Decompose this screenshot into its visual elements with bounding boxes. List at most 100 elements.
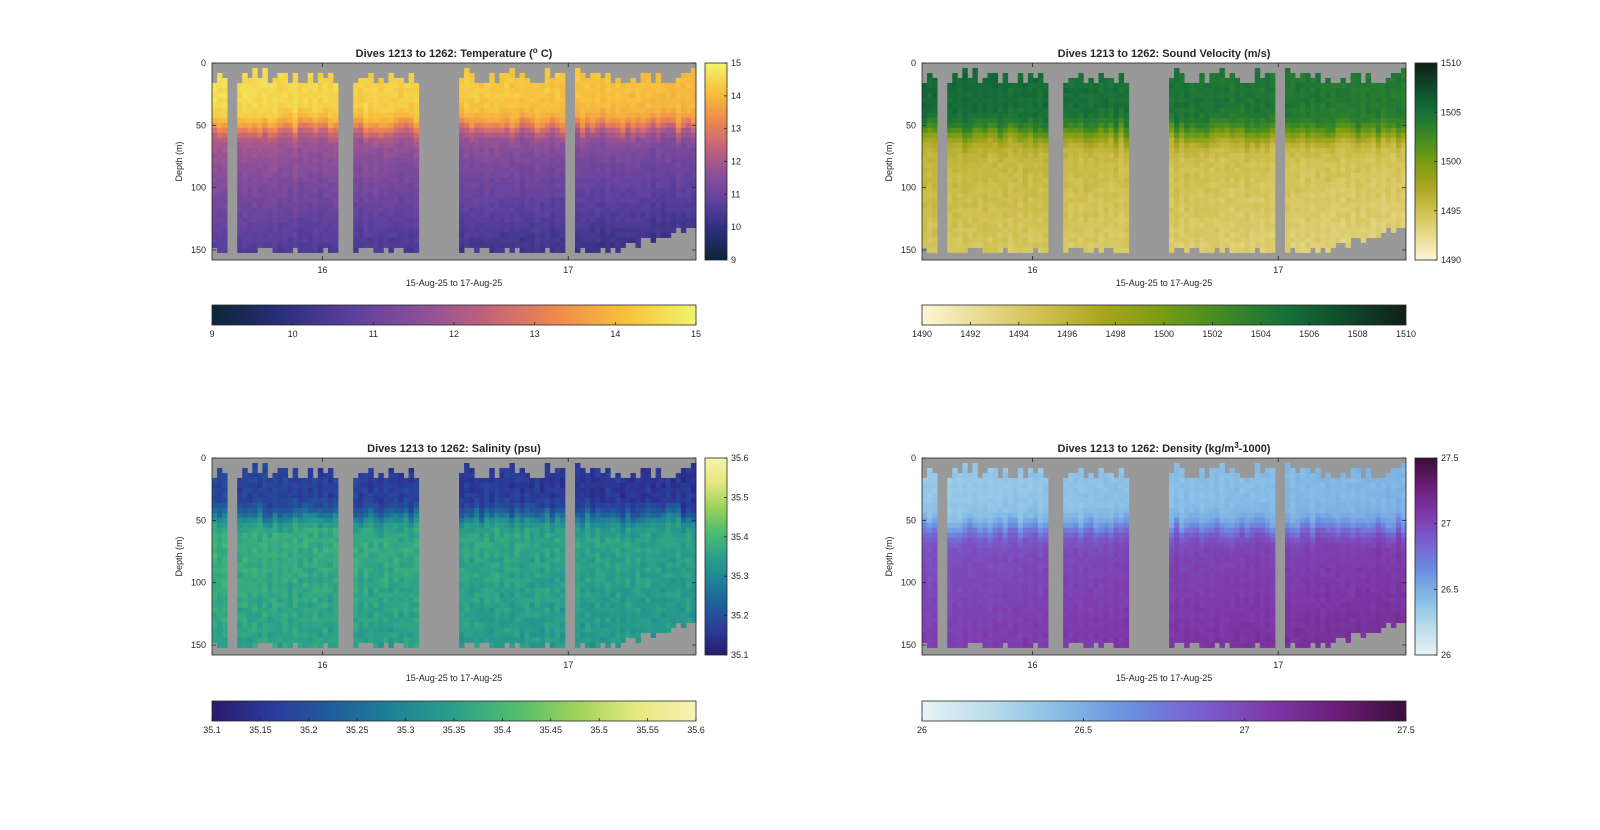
colorbar-tick-label: 9 <box>731 255 736 265</box>
colorbar-vertical <box>1414 457 1438 656</box>
colorbar-tick-label: 11 <box>731 189 740 199</box>
y-axis-label: Depth (m) <box>884 536 894 576</box>
colorbar-tick-label: 35.3 <box>731 571 749 581</box>
h-colorbar-tick-label: 13 <box>530 329 540 339</box>
axes-frame-density <box>921 457 1407 656</box>
x-tick-label: 16 <box>318 265 328 275</box>
colorbar-tick-label: 35.1 <box>731 650 749 660</box>
h-colorbar-tick-label: 12 <box>449 329 459 339</box>
colorbar-tick-label: 35.4 <box>731 532 749 542</box>
h-colorbar-tick-label: 1492 <box>960 329 980 339</box>
h-colorbar-tick-label: 35.4 <box>494 725 512 735</box>
h-colorbar-tick-label: 26.5 <box>1075 725 1093 735</box>
y-tick-label: 50 <box>196 515 206 525</box>
h-colorbar-tick-label: 35.2 <box>300 725 318 735</box>
h-colorbar-tick-label: 35.35 <box>443 725 466 735</box>
h-colorbar-tick-label: 1498 <box>1106 329 1126 339</box>
colorbar-tick-label: 12 <box>731 157 741 167</box>
y-tick-label: 0 <box>911 453 916 463</box>
heatmap-density <box>922 462 1407 648</box>
colorbar-tick-label: 1490 <box>1441 255 1461 265</box>
y-tick-label: 0 <box>201 58 206 68</box>
h-colorbar-tick-label: 35.55 <box>636 725 659 735</box>
h-colorbar-tick-label: 27.5 <box>1397 725 1415 735</box>
colorbar-tick-label: 35.6 <box>731 453 749 463</box>
y-tick-label: 100 <box>901 183 916 193</box>
colorbar-tick-label: 1500 <box>1441 157 1461 167</box>
axes-frame-salinity <box>211 457 697 656</box>
colorbar-vertical <box>704 62 728 261</box>
colorbar-tick-label: 26.5 <box>1441 584 1459 594</box>
h-colorbar-tick-label: 1494 <box>1009 329 1029 339</box>
chart-title: Dives 1213 to 1262: Density (kg/m3-1000) <box>1058 441 1271 455</box>
colorbar-tick-label: 14 <box>731 91 741 101</box>
h-colorbar-tick-label: 1496 <box>1057 329 1077 339</box>
h-colorbar-tick-label: 1502 <box>1202 329 1222 339</box>
h-colorbar-tick-label: 35.5 <box>590 725 608 735</box>
x-tick-label: 17 <box>563 265 573 275</box>
chart-title: Dives 1213 to 1262: Sound Velocity (m/s) <box>1058 48 1271 60</box>
x-tick-label: 16 <box>1028 660 1038 670</box>
h-colorbar-tick-label: 35.15 <box>249 725 272 735</box>
y-tick-label: 100 <box>901 578 916 588</box>
h-colorbar-tick-label: 1506 <box>1299 329 1319 339</box>
y-tick-label: 0 <box>911 58 916 68</box>
h-colorbar-tick-label: 1504 <box>1251 329 1271 339</box>
y-tick-label: 50 <box>906 515 916 525</box>
y-tick-label: 100 <box>191 183 206 193</box>
colorbar-tick-label: 15 <box>731 58 741 68</box>
x-axis-label: 15-Aug-25 to 17-Aug-25 <box>1116 278 1213 288</box>
y-tick-label: 150 <box>901 245 916 255</box>
colorbar-tick-label: 26 <box>1441 650 1451 660</box>
heatmap-temperature <box>212 67 697 253</box>
chart-panel-salinity: 16 17 0 50 100 150 Dives 1213 to 1262: Salinit… <box>174 443 749 735</box>
x-tick-label: 17 <box>563 660 573 670</box>
colorbar-tick-label: 27 <box>1441 519 1451 529</box>
heatmap-salinity <box>212 462 697 648</box>
h-colorbar-tick-label: 35.25 <box>346 725 369 735</box>
colorbar-vertical <box>704 457 728 656</box>
h-colorbar-tick-label: 1500 <box>1154 329 1174 339</box>
colorbar-tick-label: 27.5 <box>1441 453 1459 463</box>
y-tick-label: 150 <box>191 245 206 255</box>
y-tick-label: 150 <box>191 640 206 650</box>
h-colorbar-tick-label: 1508 <box>1348 329 1368 339</box>
x-tick-label: 16 <box>1028 265 1038 275</box>
h-colorbar-tick-label: 9 <box>209 329 214 339</box>
x-tick-label: 17 <box>1273 660 1283 670</box>
x-tick-label: 17 <box>1273 265 1283 275</box>
chart-title: Dives 1213 to 1262: Temperature (o C) <box>356 46 553 60</box>
colorbar-tick-label: 1495 <box>1441 206 1461 216</box>
x-axis-label: 15-Aug-25 to 17-Aug-25 <box>406 673 503 683</box>
y-axis-label: Depth (m) <box>884 141 894 181</box>
h-colorbar-tick-label: 1490 <box>912 329 932 339</box>
axes-frame-temperature <box>211 62 697 261</box>
y-tick-label: 50 <box>906 120 916 130</box>
chart-title: Dives 1213 to 1262: Salinity (psu) <box>367 443 541 455</box>
colorbar-horizontal <box>921 700 1407 722</box>
colorbar-tick-label: 1505 <box>1441 107 1461 117</box>
colorbar-tick-label: 13 <box>731 124 741 134</box>
h-colorbar-tick-label: 35.45 <box>540 725 563 735</box>
h-colorbar-tick-label: 26 <box>917 725 927 735</box>
h-colorbar-tick-label: 14 <box>610 329 620 339</box>
colorbar-tick-label: 35.5 <box>731 492 749 502</box>
colorbar-tick-label: 35.2 <box>731 611 749 621</box>
chart-panel-sound_velocity: 16 17 0 50 100 150 Dives 1213 to 1262: Sound V… <box>884 48 1461 339</box>
h-colorbar-tick-label: 15 <box>691 329 701 339</box>
h-colorbar-tick-label: 1510 <box>1396 329 1416 339</box>
h-colorbar-tick-label: 10 <box>288 329 298 339</box>
y-tick-label: 50 <box>196 120 206 130</box>
colorbar-vertical <box>1414 62 1438 261</box>
h-colorbar-tick-label: 35.1 <box>203 725 221 735</box>
y-tick-label: 0 <box>201 453 206 463</box>
x-axis-label: 15-Aug-25 to 17-Aug-25 <box>1116 673 1213 683</box>
y-axis-label: Depth (m) <box>174 536 184 576</box>
colorbar-tick-label: 10 <box>731 222 741 232</box>
axes-frame-sound_velocity <box>921 62 1407 261</box>
h-colorbar-tick-label: 27 <box>1240 725 1250 735</box>
h-colorbar-tick-label: 11 <box>369 329 378 339</box>
h-colorbar-tick-label: 35.3 <box>397 725 415 735</box>
h-colorbar-tick-label: 35.6 <box>687 725 705 735</box>
